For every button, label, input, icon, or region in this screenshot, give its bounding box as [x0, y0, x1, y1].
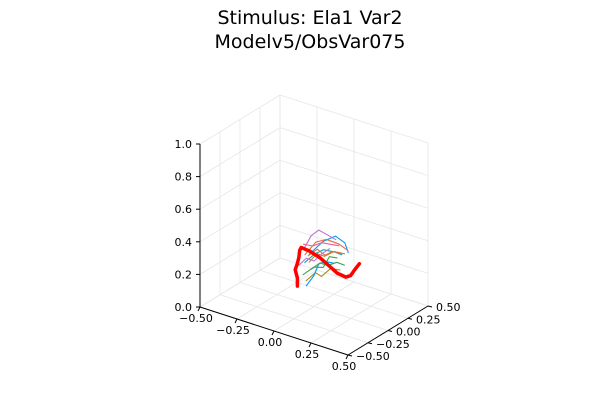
x-tick-label-4: 0.50 — [332, 360, 357, 373]
x-tick-label-3: 0.25 — [295, 348, 320, 361]
z-tick-label-5: 1.0 — [175, 138, 193, 151]
chart-title-line-1: Stimulus: Ela1 Var2 — [217, 7, 402, 29]
highlight-path-line — [293, 245, 362, 288]
y-tick-label-3: 0.25 — [416, 313, 441, 326]
y-tick-label-1: −0.25 — [376, 338, 410, 351]
grid-line-back-z-4 — [279, 127, 429, 176]
series-line-3 — [302, 256, 338, 276]
y-tick-mark-3 — [407, 317, 413, 320]
y-tick-label-4: 0.50 — [436, 301, 461, 314]
y-tick-mark-2 — [387, 330, 393, 332]
x-tick-label-0: −0.50 — [179, 312, 213, 325]
grid-layer — [199, 94, 429, 356]
y-tick-mark-0 — [347, 354, 353, 357]
y-tick-label-2: 0.00 — [396, 326, 421, 339]
series-line-6 — [304, 249, 343, 264]
grid-line-floor-y-3 — [259, 269, 409, 319]
z-tick-label-1: 0.2 — [175, 268, 193, 281]
grid-line-side-z-2 — [199, 192, 281, 243]
z-tick-label-3: 0.6 — [175, 203, 193, 216]
x-tick-mark-0 — [197, 306, 201, 312]
grid-line-side-z-5 — [199, 94, 281, 145]
series-line-10 — [307, 248, 343, 257]
grid-line-floor-y-1 — [219, 294, 369, 344]
series-line-12 — [298, 248, 331, 266]
highlight-path-layer — [293, 245, 362, 288]
axis-layer — [196, 143, 433, 360]
tick-label-layer: −0.50−0.250.000.250.50−0.50−0.250.000.25… — [175, 138, 461, 373]
y-tick-mark-1 — [367, 342, 373, 345]
x-tick-mark-3 — [308, 342, 312, 348]
x-tick-mark-4 — [345, 354, 349, 360]
series-line-7 — [302, 242, 340, 247]
grid-line-back-z-5 — [279, 94, 429, 144]
series-layer — [298, 229, 349, 287]
y-tick-label-0: −0.50 — [356, 350, 390, 363]
z-tick-label-0: 0.0 — [175, 301, 193, 314]
grid-line-side-z-0 — [199, 257, 281, 308]
z-tick-label-4: 0.8 — [175, 171, 193, 184]
series-line-1 — [308, 235, 349, 255]
grid-line-back-z-1 — [279, 225, 429, 274]
z-tick-label-2: 0.4 — [175, 236, 193, 249]
grid-line-side-z-1 — [199, 225, 281, 275]
grid-line-back-z-0 — [279, 257, 429, 307]
grid-line-back-z-2 — [279, 192, 429, 242]
series-line-4 — [303, 229, 337, 250]
x-tick-mark-2 — [271, 330, 275, 336]
grid-line-side-z-4 — [199, 127, 281, 177]
x-tick-label-1: −0.25 — [216, 324, 250, 337]
grid-line-floor-y-2 — [239, 282, 389, 331]
grid-line-back-z-3 — [279, 159, 429, 209]
x-tick-label-2: 0.00 — [258, 336, 283, 349]
y-tick-mark-4 — [427, 305, 433, 308]
chart-title-line-2: Modelv5/ObsVar075 — [215, 31, 406, 53]
x-tick-mark-1 — [234, 318, 238, 324]
grid-line-side-z-3 — [199, 159, 281, 210]
